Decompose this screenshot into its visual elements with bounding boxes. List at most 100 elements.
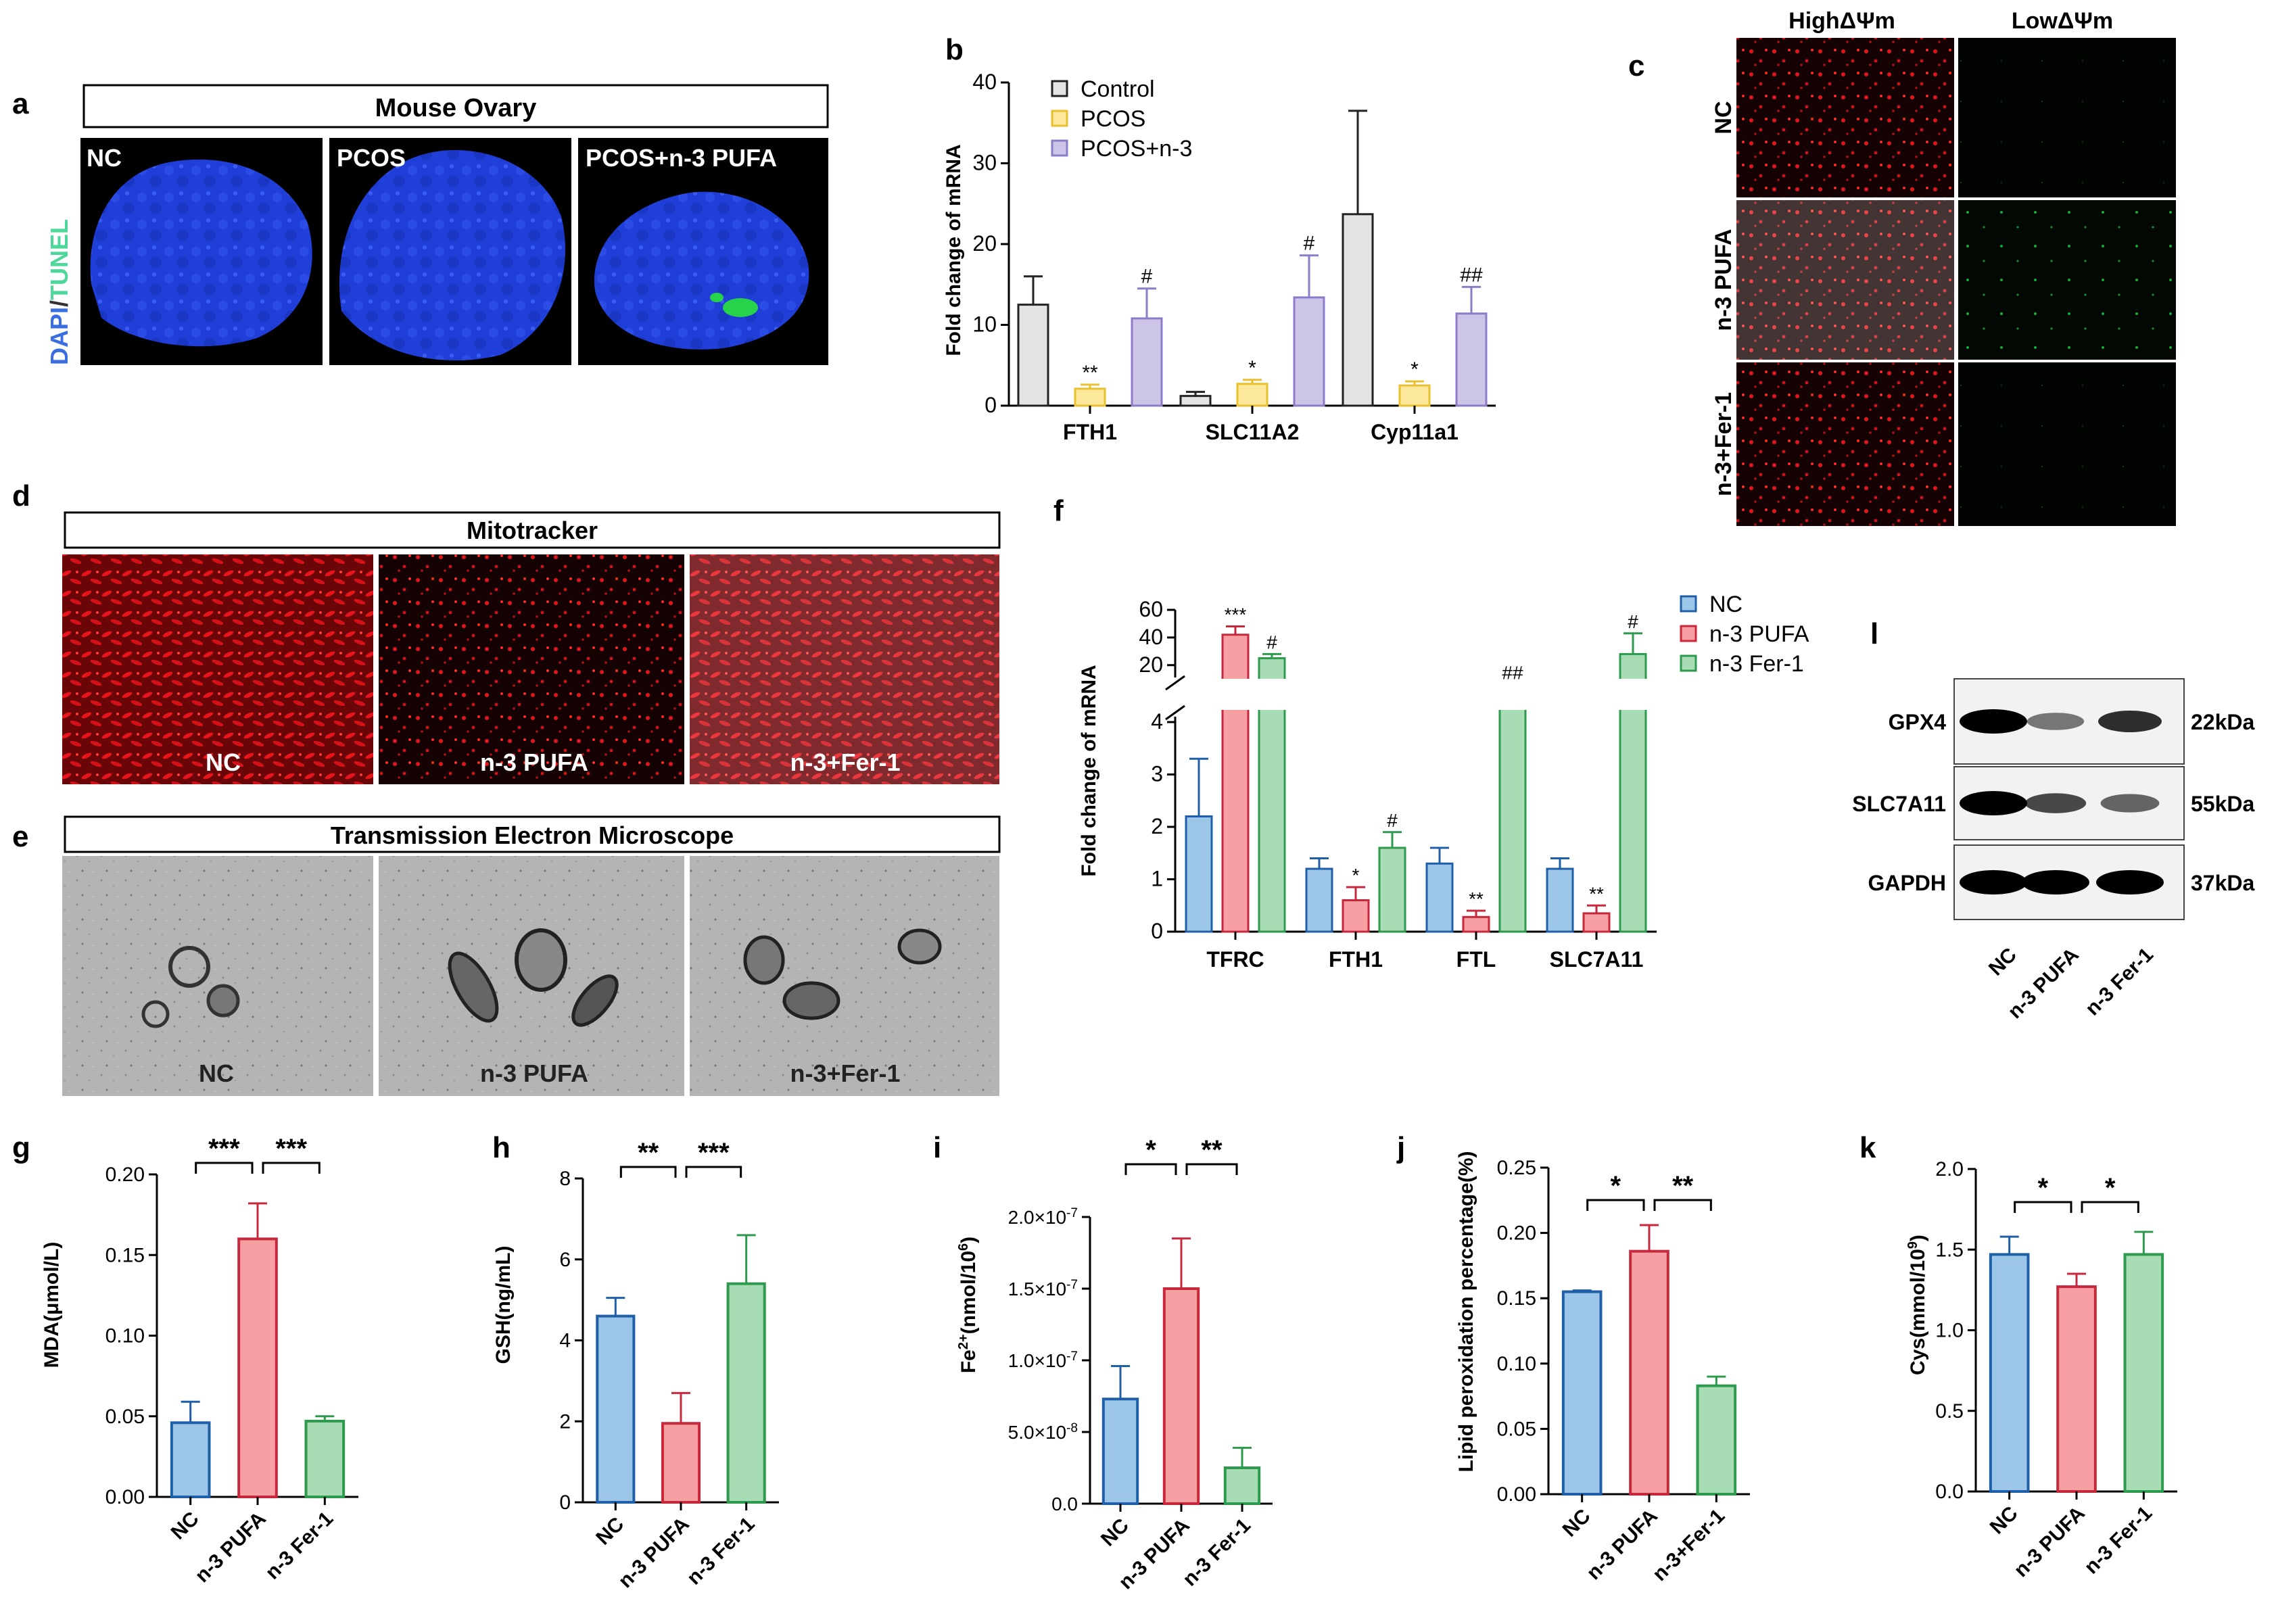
x-tick-label: n-3 PUFA	[614, 1513, 694, 1593]
mitotracker-image	[690, 554, 999, 784]
panel-letter: a	[12, 87, 29, 120]
mitotracker-image	[62, 554, 373, 784]
panel-letter: j	[1396, 1131, 1405, 1164]
significance-bracket	[2081, 1201, 2139, 1213]
image-label: NC	[87, 144, 122, 172]
bar	[1074, 387, 1106, 407]
y-tick-label: 4	[559, 1330, 571, 1352]
blot-band	[2100, 794, 2160, 813]
y-tick-label: 0.15	[105, 1244, 145, 1266]
y-axis-label: MDA(μmol/L)	[41, 1242, 63, 1368]
stain-label: DAPI/TUNEL	[45, 219, 73, 365]
y-tick-label: 5.0×10-8	[1008, 1421, 1078, 1443]
panel-a: a Mouse Ovary DAPI/TUNEL NC PCOS PCOS+n-…	[12, 84, 829, 365]
row-label: n-3+Fer-1	[1711, 392, 1736, 496]
y-tick-label: 2	[559, 1410, 571, 1433]
significance-label: *	[1352, 865, 1360, 886]
bar	[596, 1314, 636, 1504]
significance-label: #	[1628, 611, 1638, 632]
significance-bracket	[1586, 1199, 1645, 1211]
y-tick-label: 3	[1151, 762, 1163, 786]
x-tick-label: n-3 PUFA	[2010, 1502, 2089, 1582]
bar	[237, 1237, 278, 1499]
bar	[1101, 1398, 1139, 1505]
y-tick-label: 0.20	[105, 1164, 145, 1186]
x-tick-label: Cyp11a1	[1371, 420, 1459, 444]
image-label: NC	[199, 1059, 234, 1087]
bar	[1378, 846, 1406, 933]
x-tick-label: NC	[1097, 1514, 1133, 1551]
legend-label: Control	[1081, 76, 1155, 102]
panel-d: d Mitotracker NC n-3 PUFA n-3+Fer-1	[12, 479, 1001, 784]
y-tick-label: 2	[1151, 814, 1163, 838]
blot-band	[1960, 791, 2027, 815]
significance-bracket	[619, 1166, 677, 1178]
panel-title: Mouse Ovary	[375, 94, 537, 122]
bar	[170, 1421, 211, 1499]
y-tick-label: 10	[972, 312, 997, 337]
y-axis-label: Cys(mmol/109)	[1905, 1235, 1929, 1375]
blot-band	[2096, 870, 2164, 894]
y-tick-label: 60	[1139, 597, 1163, 621]
image-label: PCOS	[337, 144, 406, 172]
y-tick-label: 4	[1151, 709, 1163, 734]
y-axis-label: Fold change of mRNA	[943, 144, 965, 356]
band-size: 55kDa	[2191, 792, 2255, 816]
legend-label: PCOS	[1081, 106, 1145, 132]
bar	[1425, 862, 1454, 933]
y-tick-label: 6	[559, 1249, 571, 1271]
significance-label: **	[1201, 1135, 1223, 1165]
significance-label: ##	[1460, 264, 1483, 286]
bar	[1223, 1466, 1261, 1505]
y-tick-label: 8	[559, 1168, 571, 1190]
significance-label: ***	[1225, 604, 1247, 625]
significance-label: #	[1141, 266, 1153, 288]
bar	[1185, 815, 1213, 933]
y-tick-label: 0.05	[105, 1406, 145, 1428]
ovary-image-pcos: PCOS	[329, 138, 571, 365]
x-tick-label: n-3 PUFA	[191, 1508, 270, 1587]
y-tick-label: 0.5	[1935, 1400, 1964, 1423]
image-label: n-3+Fer-1	[790, 748, 900, 776]
bar	[1017, 304, 1049, 407]
bar	[1179, 395, 1212, 407]
bar	[1989, 1253, 2030, 1494]
legend-label: PCOS+n-3	[1081, 136, 1192, 162]
legend-label: n-3 PUFA	[1709, 621, 1809, 647]
x-tick-label: n-3 Fer-1	[2080, 1502, 2156, 1579]
lane-label: n-3 Fer-1	[2081, 944, 2158, 1020]
panel-letter: d	[12, 479, 30, 512]
mmp-image	[1958, 200, 2176, 360]
lane-label: NC	[1985, 944, 2021, 980]
chart-b: 0 10 20 30 40 ** # FTH1 * # SLC11A2 * ## Cyp11a1	[972, 70, 1496, 444]
significance-label: *	[1145, 1135, 1156, 1165]
column-label: LowΔΨm	[2012, 8, 2113, 34]
significance-label: #	[1266, 631, 1277, 652]
bar	[1342, 213, 1374, 407]
x-tick-label: n-3 Fer-1	[261, 1508, 337, 1584]
bar	[726, 1282, 766, 1504]
bar-break-gap	[1255, 679, 1289, 710]
image-label: PCOS+n-3 PUFA	[586, 144, 777, 172]
bar	[1131, 317, 1163, 407]
blot-band	[2024, 793, 2087, 813]
significance-bracket	[685, 1166, 742, 1178]
title-box	[64, 511, 1001, 549]
band-label: SLC7A11	[1852, 792, 1946, 816]
bar	[1455, 312, 1488, 407]
significance-label: **	[1469, 888, 1484, 909]
y-tick-label: 0.25	[1497, 1157, 1536, 1179]
tem-image-nc	[62, 856, 373, 1096]
bar	[1629, 1249, 1669, 1496]
y-axis-label: Lipid peroxidation percentage(%)	[1455, 1151, 1477, 1472]
bar	[1236, 383, 1269, 407]
x-tick-label: n-3 PUFA	[1582, 1505, 1662, 1585]
chart-i: 0.0 5.0×10-8 1.0×10-7 1.5×10-7 2.0×10-7 NC n-3…	[1008, 1135, 1273, 1594]
legend-swatch	[1680, 625, 1697, 642]
mmp-image	[1736, 362, 1954, 526]
significance-label: **	[1082, 362, 1098, 384]
significance-bracket	[262, 1162, 321, 1174]
x-tick-label: SLC7A11	[1550, 947, 1644, 972]
